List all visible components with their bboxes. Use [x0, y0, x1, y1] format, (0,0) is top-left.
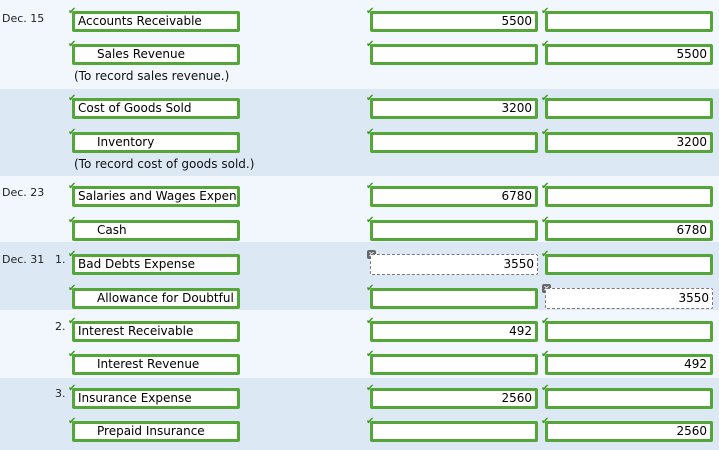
credit-field[interactable]: 2560: [545, 421, 713, 442]
entry-date: Dec. 23: [2, 186, 45, 199]
account-field[interactable]: Prepaid Insurance: [72, 421, 240, 442]
account-field[interactable]: Interest Receivable: [72, 321, 240, 342]
entry-number: 1.: [55, 253, 66, 266]
debit-field[interactable]: [370, 220, 538, 241]
account-field[interactable]: Accounts Receivable: [72, 11, 240, 32]
debit-field[interactable]: 3200: [370, 98, 538, 119]
credit-field[interactable]: 3550: [545, 288, 713, 309]
credit-field[interactable]: [545, 388, 713, 409]
debit-field[interactable]: 2560: [370, 388, 538, 409]
account-field[interactable]: Allowance for Doubtful: [72, 288, 240, 309]
credit-field[interactable]: [545, 321, 713, 342]
credit-field[interactable]: [545, 98, 713, 119]
credit-field[interactable]: [545, 254, 713, 275]
entry-number: 2.: [55, 320, 66, 333]
entry-number: 3.: [55, 387, 66, 400]
account-field[interactable]: Salaries and Wages Expen: [72, 186, 240, 207]
account-field[interactable]: Inventory: [72, 132, 240, 153]
credit-field[interactable]: 6780: [545, 220, 713, 241]
account-field[interactable]: Cost of Goods Sold: [72, 98, 240, 119]
credit-field[interactable]: 5500: [545, 44, 713, 65]
credit-field[interactable]: 3200: [545, 132, 713, 153]
debit-field[interactable]: [370, 44, 538, 65]
entry-note: (To record cost of goods sold.): [74, 157, 255, 171]
account-field[interactable]: Sales Revenue: [72, 44, 240, 65]
debit-field[interactable]: 5500: [370, 11, 538, 32]
account-field[interactable]: Insurance Expense: [72, 388, 240, 409]
debit-field[interactable]: [370, 132, 538, 153]
debit-field[interactable]: 3550: [370, 254, 538, 275]
entry-note: (To record sales revenue.): [74, 69, 230, 83]
account-field[interactable]: Interest Revenue: [72, 354, 240, 375]
credit-field[interactable]: [545, 11, 713, 32]
account-field[interactable]: Bad Debts Expense: [72, 254, 240, 275]
debit-field[interactable]: [370, 288, 538, 309]
debit-field[interactable]: 492: [370, 321, 538, 342]
entry-date: Dec. 15: [2, 12, 45, 25]
account-field[interactable]: Cash: [72, 220, 240, 241]
debit-field[interactable]: [370, 354, 538, 375]
debit-field[interactable]: 6780: [370, 186, 538, 207]
debit-field[interactable]: [370, 421, 538, 442]
credit-field[interactable]: 492: [545, 354, 713, 375]
entry-date: Dec. 31: [2, 253, 45, 266]
credit-field[interactable]: [545, 186, 713, 207]
